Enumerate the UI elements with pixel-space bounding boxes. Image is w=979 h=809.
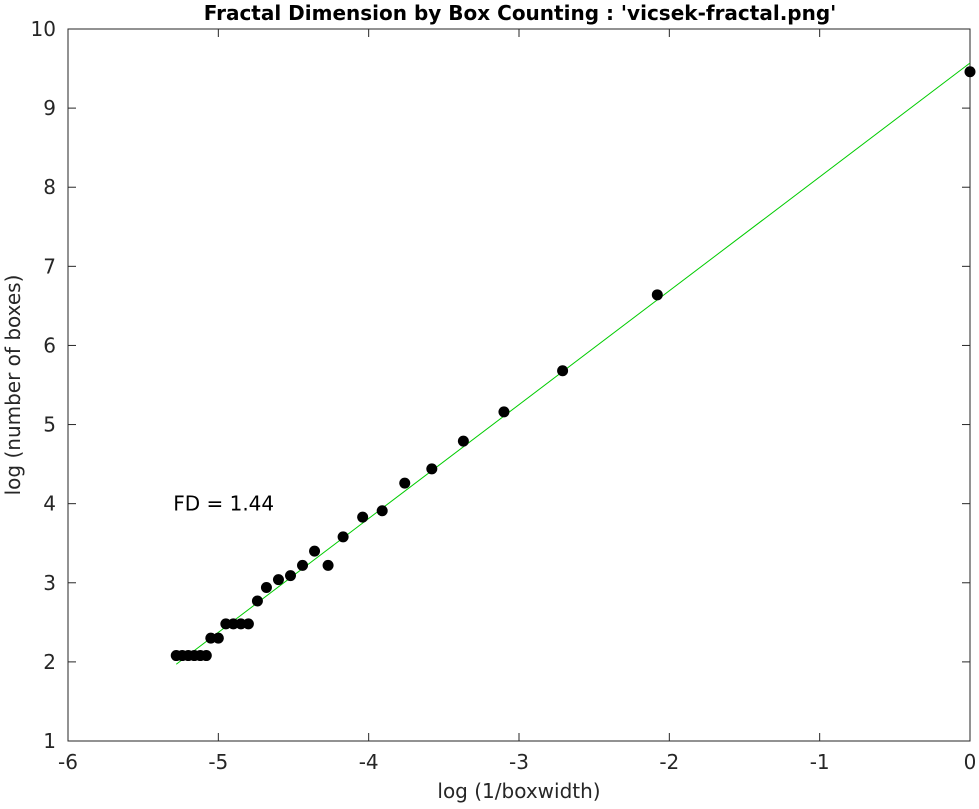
data-point [272,574,284,586]
x-tick-label: -6 [58,750,78,774]
data-point [220,618,232,630]
x-tick-label: -3 [509,750,529,774]
y-tick-label: 3 [43,571,56,595]
y-tick-label: 8 [43,175,56,199]
data-point [200,650,212,662]
y-tick-label: 4 [43,492,56,516]
x-tick-label: -4 [359,750,379,774]
y-tick-label: 2 [43,650,56,674]
data-point [376,505,388,517]
y-tick-label: 10 [31,17,56,41]
y-axis-tick-labels: 1 2 3 4 5 6 7 8 9 10 [31,17,56,753]
data-point [322,559,334,571]
data-point [426,463,438,475]
x-tick-label: -1 [810,750,830,774]
data-point [964,66,976,78]
x-axis-label: log (1/boxwidth) [437,779,600,803]
data-point [357,511,369,523]
data-point [242,618,254,630]
data-point [235,618,247,630]
data-point [651,289,663,301]
data-point [227,618,239,630]
fit-line [175,62,971,665]
x-tick-label: 0 [964,750,977,774]
y-tick-label: 6 [43,333,56,357]
data-point [251,595,263,607]
data-point [260,582,272,594]
x-tick-label: -5 [208,750,228,774]
y-tick-label: 7 [43,254,56,278]
fd-annotation: FD = 1.44 [173,492,274,516]
x-tick-label: -2 [659,750,679,774]
data-point [399,477,411,489]
data-point [337,531,349,543]
data-point [498,406,510,418]
data-point [212,632,224,644]
y-tick-label: 9 [43,96,56,120]
x-axis-ticks [67,29,971,741]
data-point [309,545,321,557]
data-point [557,365,569,377]
data-point [457,435,469,447]
data-points [170,66,976,662]
x-axis-tick-labels: -6 -5 -4 -3 -2 -1 0 [58,750,976,774]
y-axis-label: log (number of boxes) [1,275,25,496]
data-point [297,559,309,571]
y-axis-ticks [68,28,970,742]
chart-title: Fractal Dimension by Box Counting : 'vic… [204,1,837,25]
data-point [205,632,217,644]
data-point [284,570,296,582]
y-tick-label: 1 [43,729,56,753]
y-tick-label: 5 [43,413,56,437]
